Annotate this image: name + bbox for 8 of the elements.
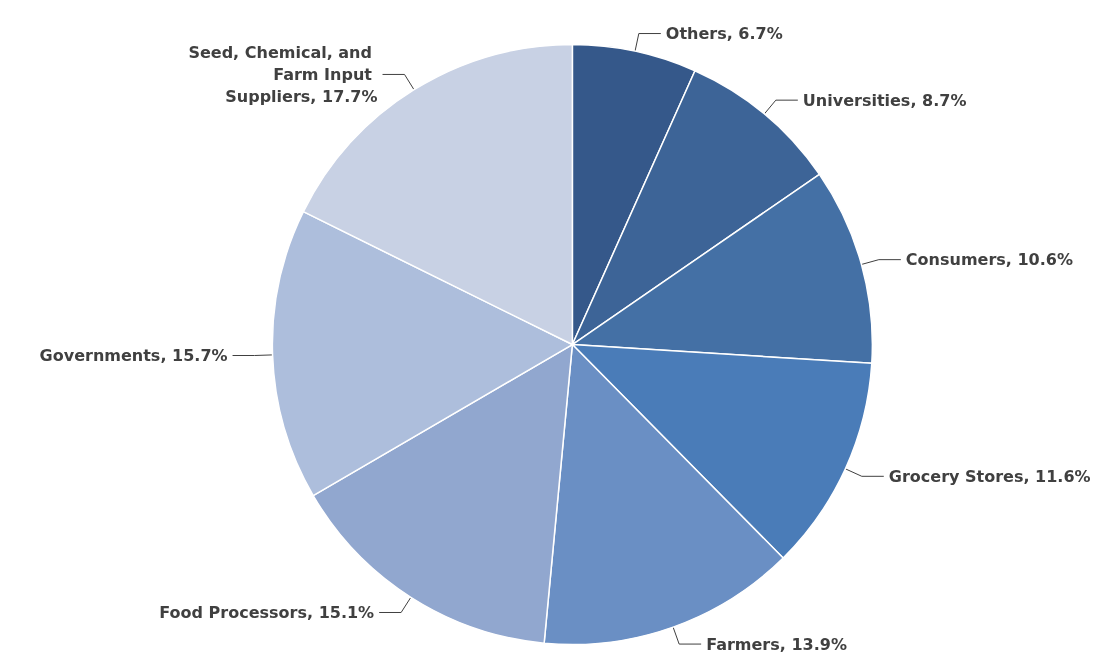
slice-label: Grocery Stores, 11.6% [888,466,1091,486]
slice-label: Universities, 8.7% [802,90,967,110]
slice-label: Farmers, 13.9% [706,634,847,654]
slice-label: Food Processors, 15.1% [159,602,375,622]
slice-label: Governments, 15.7% [39,346,228,366]
slice-label: Consumers, 10.6% [905,250,1073,270]
slice-label: Seed, Chemical, and Farm Input Suppliers, 17.7% [188,42,378,106]
slice-label: Others, 6.7% [665,24,783,44]
